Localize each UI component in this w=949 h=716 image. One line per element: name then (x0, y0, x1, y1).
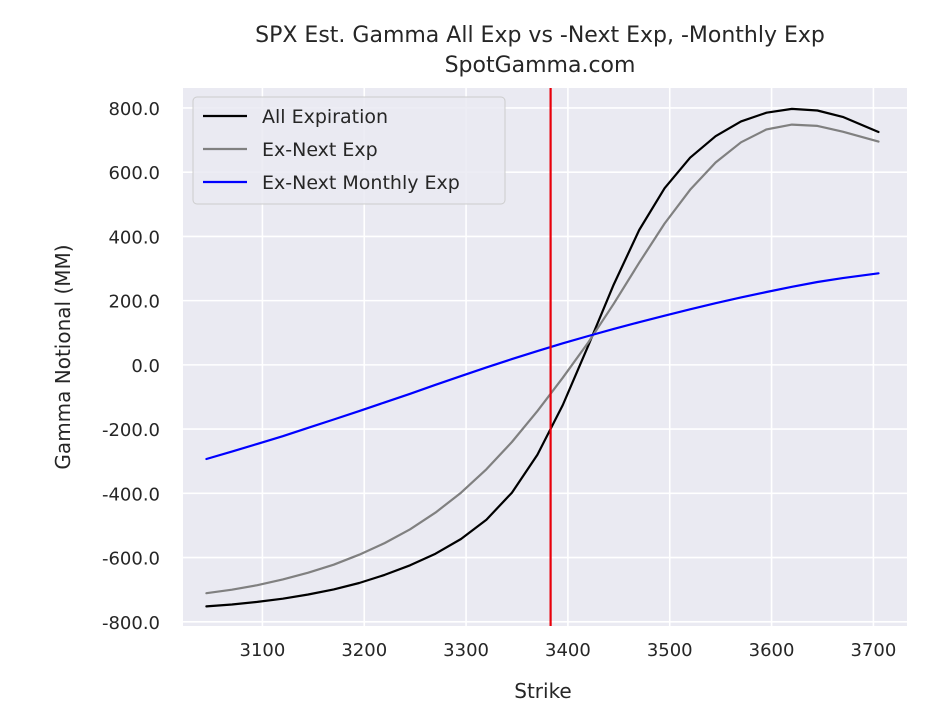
x-axis-label: Strike (514, 679, 572, 703)
series-line-all-expiration (205, 107, 880, 608)
x-tick-label-3700: 3700 (850, 640, 896, 661)
y-tick-label-2: 400.0 (108, 227, 160, 248)
y-tick-label-7: -600.0 (102, 549, 160, 570)
legend-label-ex-next-exp: Ex-Next Exp (262, 139, 378, 161)
y-tick-label-3: 200.0 (108, 292, 160, 313)
x-tick-label-3600: 3600 (749, 640, 795, 661)
legend-label-all-expiration: All Expiration (262, 106, 388, 128)
legend-label-ex-next-monthly-exp: Ex-Next Monthly Exp (262, 172, 460, 194)
series-layer (205, 107, 880, 608)
y-axis-ticks: 800.0 600.0 400.0 200.0 0.0 -200.0 -400.0 -600.… (102, 99, 160, 634)
legend-box (192, 96, 506, 205)
y-tick-label-1: 600.0 (108, 163, 160, 184)
series-line-ex-next-monthly-exp (205, 272, 880, 461)
legend: All Expiration Ex-Next Exp Ex-Next Month… (192, 96, 506, 205)
x-tick-label-3100: 3100 (240, 640, 286, 661)
x-tick-label-3200: 3200 (341, 640, 387, 661)
y-axis-label: Gamma Notional (MM) (51, 244, 75, 469)
x-tick-label-3400: 3400 (545, 640, 591, 661)
series-line-ex-next-exp (205, 123, 880, 595)
y-tick-label-4: 0.0 (131, 356, 160, 377)
x-tick-label-3500: 3500 (647, 640, 693, 661)
x-tick-label-3300: 3300 (443, 640, 489, 661)
x-axis-ticks: 3100 3200 3300 3400 3500 3600 3700 (240, 640, 897, 661)
y-tick-label-5: -200.0 (102, 420, 160, 441)
y-tick-label-6: -400.0 (102, 484, 160, 505)
chart-title: SPX Est. Gamma All Exp vs -Next Exp, -Mo… (255, 23, 825, 48)
y-tick-label-0: 800.0 (108, 99, 160, 120)
chart-subtitle: SpotGamma.com (445, 53, 636, 78)
y-tick-label-8: -800.0 (102, 613, 160, 634)
